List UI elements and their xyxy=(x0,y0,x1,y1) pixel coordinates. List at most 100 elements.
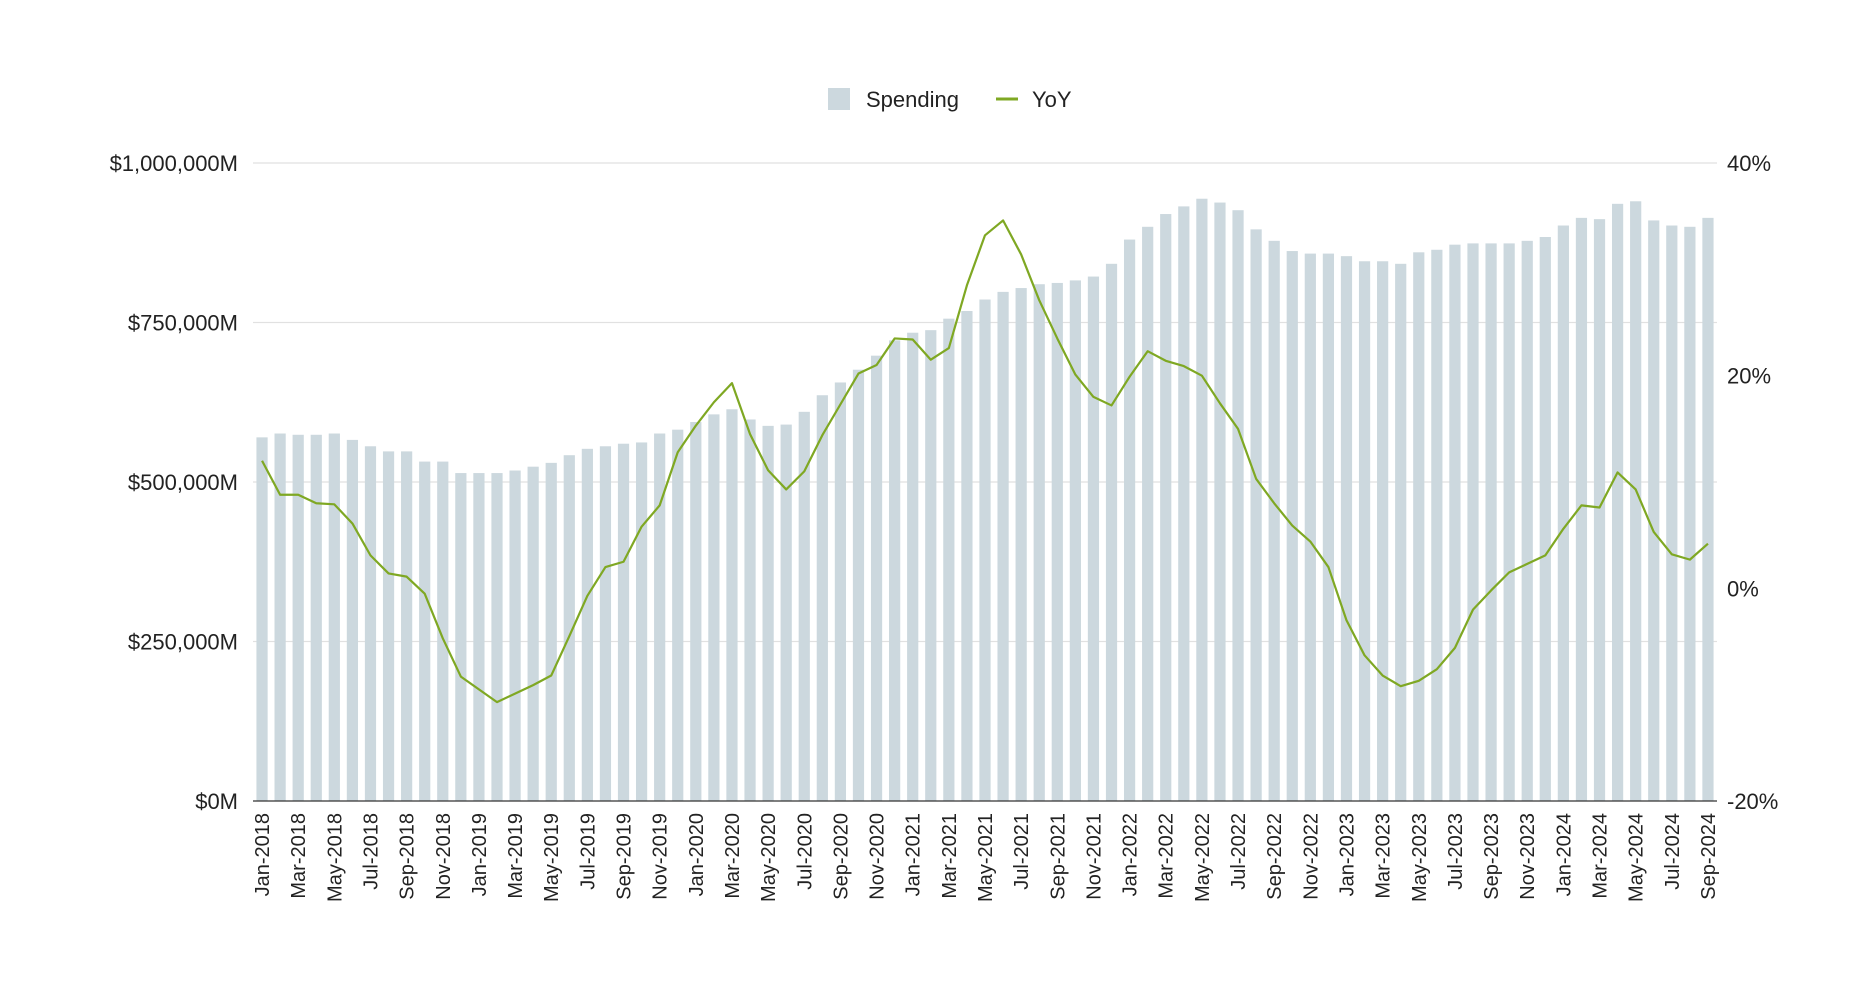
spending-bar xyxy=(1033,284,1045,802)
x-tick-label: Nov-2023 xyxy=(1517,813,1539,900)
spending-bar xyxy=(1395,263,1407,802)
x-tick-label: Sep-2023 xyxy=(1481,813,1503,900)
yoy-line xyxy=(261,219,1709,704)
spending-bar xyxy=(1449,244,1461,801)
x-tick-label: Jan-2021 xyxy=(903,813,925,896)
spending-bar xyxy=(274,433,286,801)
spending-bar xyxy=(1648,220,1660,802)
spending-bar xyxy=(581,448,593,801)
spending-bar xyxy=(545,462,557,801)
spending-bar xyxy=(419,461,431,801)
x-tick-label: Jul-2018 xyxy=(360,813,382,890)
x-tick-label: Jan-2024 xyxy=(1553,813,1575,896)
x-tick-label: Sep-2020 xyxy=(830,813,852,900)
spending-bar xyxy=(1304,253,1316,801)
x-tick-label: Mar-2020 xyxy=(722,813,744,899)
spending-bar xyxy=(1593,219,1606,802)
x-tick-label: May-2024 xyxy=(1626,813,1648,902)
spending-bar xyxy=(979,299,991,801)
x-tick-label: Jan-2018 xyxy=(252,813,274,896)
x-tick-label: Mar-2021 xyxy=(939,813,961,899)
spending-bar xyxy=(491,473,503,801)
x-tick-label: Mar-2018 xyxy=(288,813,310,899)
spending-bar xyxy=(473,473,485,801)
x-tick-label: Jul-2024 xyxy=(1662,813,1684,890)
spending-bar xyxy=(1214,202,1226,801)
x-tick-label: May-2019 xyxy=(541,813,563,902)
x-tick-label: Mar-2024 xyxy=(1590,813,1612,899)
x-tick-label: Nov-2021 xyxy=(1083,813,1105,900)
x-tick-label: May-2020 xyxy=(758,813,780,902)
spending-bar xyxy=(961,311,973,801)
spending-bar xyxy=(1557,225,1569,802)
x-tick-label: Nov-2019 xyxy=(650,813,672,900)
spending-bar xyxy=(1178,206,1190,801)
left-y-tick-label: $1,000,000M xyxy=(110,151,238,176)
x-tick-label: Mar-2022 xyxy=(1156,813,1178,899)
legend-yoy-label: YoY xyxy=(1032,87,1072,112)
spending-bar xyxy=(1611,203,1624,801)
spending-bar xyxy=(1666,225,1678,802)
spending-bar xyxy=(1015,288,1027,802)
spending-bars xyxy=(256,198,1714,802)
x-tick-label: Sep-2019 xyxy=(614,813,636,900)
x-tick-label: May-2021 xyxy=(975,813,997,902)
spending-bar xyxy=(292,434,304,801)
spending-bar xyxy=(1142,226,1154,802)
spending-bar xyxy=(401,451,413,801)
spending-bar xyxy=(1485,243,1497,801)
spending-bar xyxy=(997,291,1009,801)
x-tick-label: Jul-2020 xyxy=(794,813,816,890)
left-y-axis-ticks: $0M $250,000M $500,000M $750,000M $1,000,000… xyxy=(110,151,238,814)
right-y-tick-label: 40% xyxy=(1727,151,1771,176)
spending-bar xyxy=(455,473,467,801)
spending-bar xyxy=(726,409,738,801)
spending-bar xyxy=(1087,276,1100,802)
spending-bar xyxy=(1630,201,1642,801)
spending-bar xyxy=(1431,249,1443,801)
legend-spending-swatch xyxy=(828,88,850,110)
spending-bar xyxy=(328,433,340,801)
spending-bar xyxy=(870,355,883,801)
right-y-axis-ticks: -20% 0% 20% 40% xyxy=(1727,151,1778,814)
spending-bar xyxy=(654,433,666,801)
spending-bar xyxy=(780,424,792,801)
spending-bar xyxy=(1575,217,1588,802)
x-tick-label: Jan-2023 xyxy=(1336,813,1358,896)
x-tick-label: Sep-2024 xyxy=(1698,813,1720,900)
spending-bar xyxy=(1123,239,1136,801)
spending-bar xyxy=(364,446,377,801)
x-tick-label: Jan-2019 xyxy=(469,813,491,896)
spending-bar xyxy=(1539,237,1551,801)
x-tick-label: Nov-2022 xyxy=(1300,813,1322,900)
x-tick-label: Mar-2019 xyxy=(505,813,527,899)
x-tick-label: May-2023 xyxy=(1409,813,1431,902)
spending-bar xyxy=(599,446,612,801)
spending-bar xyxy=(1684,226,1696,802)
spending-bar xyxy=(310,434,322,801)
spending-bar xyxy=(907,332,919,801)
legend: Spending YoY xyxy=(828,87,1072,112)
spending-bar xyxy=(889,340,901,801)
x-tick-label: Jul-2021 xyxy=(1011,813,1033,890)
spending-bar xyxy=(672,429,684,801)
spending-bar xyxy=(708,414,720,801)
x-tick-label: Mar-2023 xyxy=(1373,813,1395,899)
spending-bar xyxy=(509,470,521,801)
spending-bar xyxy=(1322,253,1335,801)
spending-bar xyxy=(1340,256,1353,801)
spending-bar xyxy=(1250,229,1262,802)
spending-bar xyxy=(852,369,865,801)
x-tick-label: Jul-2022 xyxy=(1228,813,1250,890)
spending-bar xyxy=(1377,261,1389,801)
x-tick-label: Jan-2022 xyxy=(1120,813,1142,896)
spending-bar xyxy=(256,437,268,801)
spending-bar xyxy=(635,442,648,801)
spending-bar xyxy=(1160,214,1172,802)
spending-bar xyxy=(1069,280,1081,802)
spending-bar xyxy=(1105,263,1118,802)
right-y-tick-label: 0% xyxy=(1727,576,1759,601)
left-y-tick-label: $750,000M xyxy=(128,311,238,336)
